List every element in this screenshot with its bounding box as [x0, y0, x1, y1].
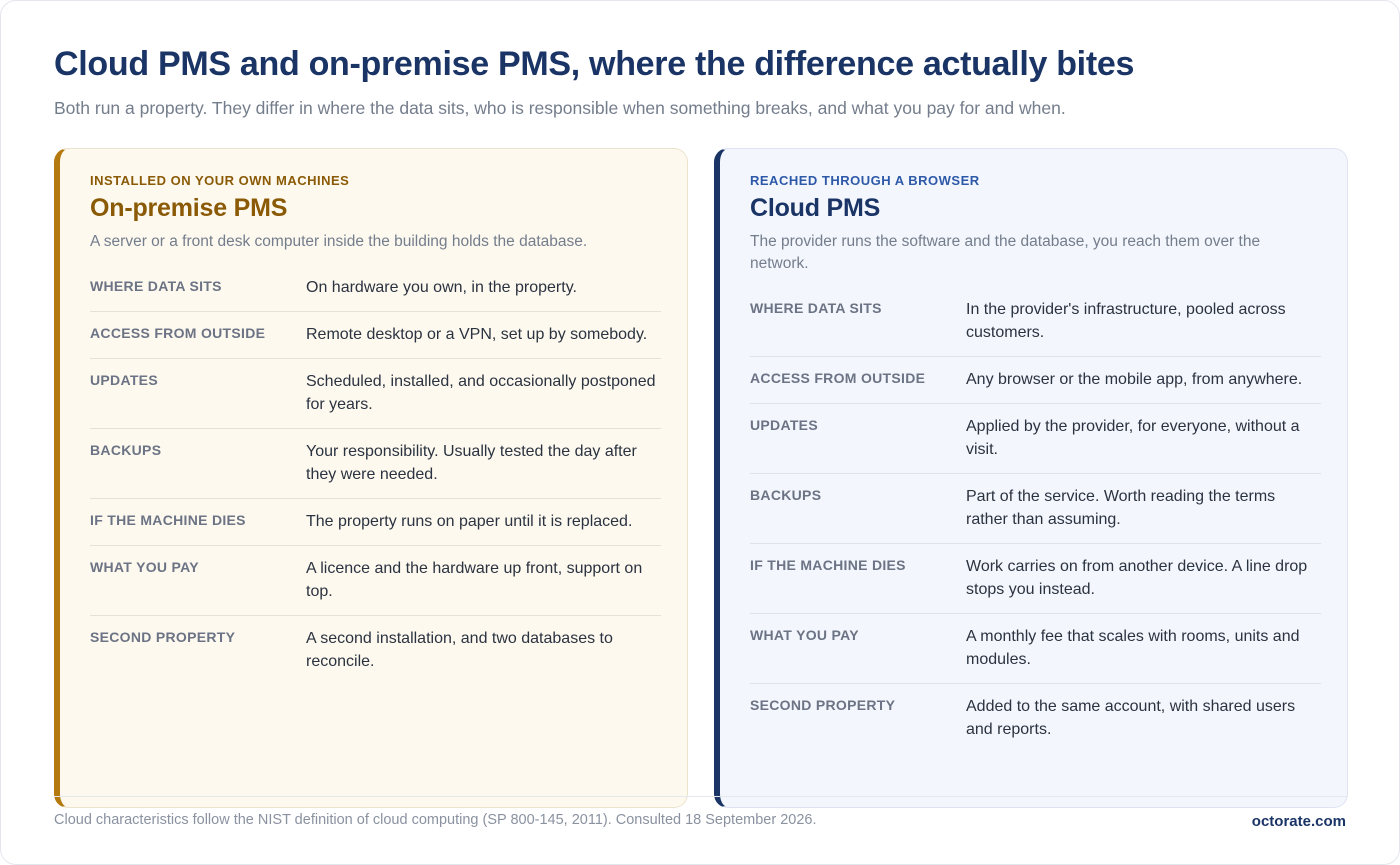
row-label: WHERE DATA SITS: [750, 300, 882, 316]
on-premise-row-access-from-outside: ACCESS FROM OUTSIDE Remote desktop or a …: [90, 312, 661, 359]
row-value: Any browser or the mobile app, from anyw…: [966, 371, 1303, 388]
cloud-row-access-from-outside: ACCESS FROM OUTSIDE Any browser or the m…: [750, 357, 1321, 404]
row-label: WHERE DATA SITS: [90, 278, 222, 294]
footer-divider: [54, 796, 1348, 797]
cloud-card: REACHED THROUGH A BROWSER Cloud PMS The …: [714, 148, 1348, 808]
brand-link[interactable]: octorate.com: [1251, 813, 1346, 830]
row-label: ACCESS FROM OUTSIDE: [750, 370, 926, 386]
cloud-row-updates: UPDATES Applied by the provider, for eve…: [750, 404, 1321, 474]
row-value: Your responsibility. Usually tested the …: [306, 443, 637, 483]
row-value: Remote desktop or a VPN, set up by someb…: [306, 326, 648, 343]
on-premise-row-if-the-machine-dies: IF THE MACHINE DIES The property runs on…: [90, 499, 661, 546]
row-label: SECOND PROPERTY: [750, 697, 896, 713]
row-value: A licence and the hardware up front, sup…: [306, 560, 643, 600]
on-premise-description: A server or a front desk computer inside…: [90, 233, 588, 250]
row-value: Work carries on from another device. A l…: [966, 558, 1308, 598]
on-premise-rows: WHERE DATA SITS On hardware you own, in …: [90, 265, 661, 685]
on-premise-row-backups: BACKUPS Your responsibility. Usually tes…: [90, 429, 661, 499]
on-premise-title: On-premise PMS: [90, 194, 288, 222]
on-premise-row-second-property: SECOND PROPERTY A second installation, a…: [90, 616, 661, 685]
cloud-rows: WHERE DATA SITS In the provider's infras…: [750, 287, 1321, 753]
row-label: BACKUPS: [750, 487, 822, 503]
page-title: Cloud PMS and on-premise PMS, where the …: [54, 45, 1135, 83]
row-label: UPDATES: [90, 372, 158, 388]
on-premise-row-where-data-sits: WHERE DATA SITS On hardware you own, in …: [90, 265, 661, 312]
row-label: WHAT YOU PAY: [750, 627, 859, 643]
row-value: The property runs on paper until it is r…: [306, 513, 633, 530]
page-subtitle: Both run a property. They differ in wher…: [54, 98, 1066, 118]
on-premise-row-what-you-pay: WHAT YOU PAY A licence and the hardware …: [90, 546, 661, 616]
row-value: Scheduled, installed, and occasionally p…: [306, 373, 656, 413]
cloud-row-what-you-pay: WHAT YOU PAY A monthly fee that scales w…: [750, 614, 1321, 684]
row-value: A second installation, and two databases…: [306, 630, 613, 670]
row-value: On hardware you own, in the property.: [306, 279, 577, 296]
footnote: Cloud characteristics follow the NIST de…: [54, 812, 817, 828]
row-value: Applied by the provider, for everyone, w…: [966, 418, 1300, 458]
row-label: BACKUPS: [90, 442, 162, 458]
row-label: SECOND PROPERTY: [90, 629, 236, 645]
row-label: IF THE MACHINE DIES: [90, 512, 246, 528]
row-value: Part of the service. Worth reading the t…: [966, 488, 1276, 528]
cloud-description: The provider runs the software and the d…: [750, 233, 1261, 272]
on-premise-eyebrow: INSTALLED ON YOUR OWN MACHINES: [90, 173, 350, 188]
row-label: WHAT YOU PAY: [90, 559, 199, 575]
cloud-row-where-data-sits: WHERE DATA SITS In the provider's infras…: [750, 287, 1321, 357]
cloud-eyebrow: REACHED THROUGH A BROWSER: [750, 173, 980, 188]
row-label: UPDATES: [750, 417, 818, 433]
cloud-title: Cloud PMS: [750, 194, 881, 222]
on-premise-row-updates: UPDATES Scheduled, installed, and occasi…: [90, 359, 661, 429]
row-value: A monthly fee that scales with rooms, un…: [966, 628, 1300, 668]
cloud-row-backups: BACKUPS Part of the service. Worth readi…: [750, 474, 1321, 544]
cloud-row-second-property: SECOND PROPERTY Added to the same accoun…: [750, 684, 1321, 753]
cloud-row-if-the-machine-dies: IF THE MACHINE DIES Work carries on from…: [750, 544, 1321, 614]
row-value: In the provider's infrastructure, pooled…: [966, 301, 1286, 341]
on-premise-card: INSTALLED ON YOUR OWN MACHINES On-premis…: [54, 148, 688, 808]
row-value: Added to the same account, with shared u…: [966, 698, 1296, 738]
row-label: ACCESS FROM OUTSIDE: [90, 325, 266, 341]
row-label: IF THE MACHINE DIES: [750, 557, 906, 573]
